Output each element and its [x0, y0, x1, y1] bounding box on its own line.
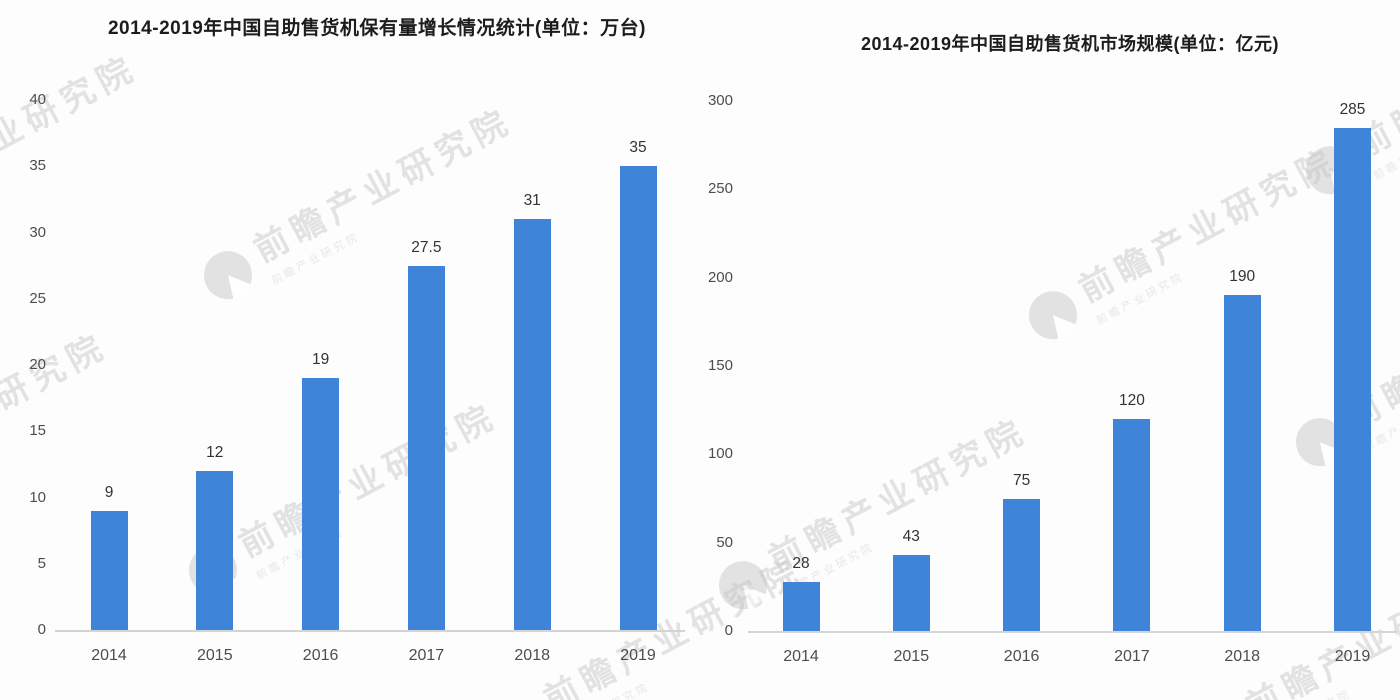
x-axis-tick-label: 2017: [1114, 648, 1150, 665]
y-axis-tick-label: 100: [707, 445, 733, 463]
bar-value-label: 19: [311, 351, 330, 369]
watermark: 前瞻产业研究院前瞻产业研究院: [1016, 134, 1354, 357]
watermark-text: 前瞻产业研究院: [0, 48, 145, 217]
bar-value-label: 120: [1118, 392, 1145, 409]
bar: [90, 510, 128, 630]
y-axis-tick-label: 20: [29, 356, 46, 373]
y-axis-tick-label: 10: [29, 488, 46, 506]
x-axis-baseline: [55, 630, 685, 632]
bar: [513, 219, 551, 630]
watermark-subtext: 前瞻产业研究院: [558, 589, 819, 700]
bar: [892, 555, 930, 631]
x-axis-tick-label: 2016: [302, 647, 339, 664]
y-axis-tick-label: 40: [29, 91, 46, 108]
bar: [1003, 498, 1041, 631]
watermark-text-group: 前瞻产业研究院前瞻产业研究院: [1069, 134, 1354, 329]
watermark: 前瞻产业研究院前瞻产业研究院: [191, 94, 529, 317]
watermark-subtext: 前瞻产业研究院: [269, 230, 362, 288]
bar-value-label: 9: [104, 483, 114, 501]
y-axis-tick-label: 30: [29, 223, 46, 241]
bar: [619, 166, 657, 630]
bar: [302, 378, 340, 630]
y-axis-tick-label: 35: [29, 157, 46, 175]
market-size-chart-title: 2014-2019年中国自助售货机市场规模(单位：亿元): [860, 34, 1280, 54]
y-axis-tick-label: 0: [724, 622, 733, 639]
bar-value-label: 27.5: [411, 238, 442, 256]
watermark: 前瞻产业研究院前瞻产业研究院: [706, 404, 1044, 627]
bar: [407, 265, 445, 630]
watermark-text-group: 前瞻产业研究院前瞻产业研究院: [244, 94, 529, 289]
x-axis-tick-label: 2019: [1334, 648, 1371, 665]
bar-value-label: 12: [206, 444, 224, 461]
x-axis-tick-label: 2018: [1224, 648, 1260, 665]
bar-value-label: 75: [1012, 471, 1031, 489]
qianzhan-logo-icon: [1020, 282, 1086, 348]
x-axis-tick-label: 2014: [91, 647, 127, 664]
bar: [1113, 419, 1151, 631]
bar: [1223, 295, 1261, 631]
y-axis-tick-label: 250: [707, 180, 733, 198]
bar: [782, 581, 820, 631]
bar-value-label: 31: [523, 192, 541, 210]
bar-value-label: 43: [902, 528, 920, 546]
qianzhan-logo-icon: [195, 242, 261, 308]
y-axis-tick-label: 0: [37, 621, 46, 638]
x-axis-tick-label: 2015: [197, 647, 233, 664]
y-axis-tick-label: 25: [29, 289, 46, 307]
bar-value-label: 285: [1339, 100, 1366, 118]
bar-value-label: 35: [629, 139, 647, 157]
bar: [1334, 127, 1371, 631]
holdings-chart-title: 2014-2019年中国自助售货机保有量增长情况统计(单位：万台): [107, 18, 647, 39]
x-axis-tick-label: 2016: [1003, 648, 1040, 665]
bar-value-label: 28: [792, 554, 810, 572]
watermark-subtext: 前瞻产业研究院: [254, 525, 347, 583]
y-axis-tick-label: 300: [707, 92, 733, 109]
watermark-text-group: 前瞻产业研究院前瞻产业研究院: [229, 389, 514, 584]
watermark-text: 前瞻产业研究院: [0, 326, 115, 495]
y-axis-tick-label: 15: [29, 422, 46, 440]
y-axis-tick-label: 200: [707, 268, 733, 286]
x-axis-tick-label: 2014: [783, 648, 819, 665]
x-axis-tick-label: 2019: [620, 647, 656, 664]
x-axis-baseline: [748, 631, 1397, 633]
x-axis-tick-label: 2018: [514, 647, 550, 664]
bar: [196, 471, 234, 630]
y-axis-tick-label: 150: [707, 357, 733, 374]
x-axis-tick-label: 2017: [408, 647, 445, 664]
y-axis-tick-label: 50: [716, 533, 733, 551]
x-axis-tick-label: 2015: [893, 648, 930, 665]
watermark-text: 前瞻产业研究院: [233, 396, 505, 565]
bar-value-label: 190: [1229, 268, 1256, 286]
qianzhan-logo-icon: [485, 692, 551, 700]
watermark-text: 前瞻产业研究院: [248, 101, 520, 270]
y-axis-tick-label: 5: [37, 554, 46, 572]
